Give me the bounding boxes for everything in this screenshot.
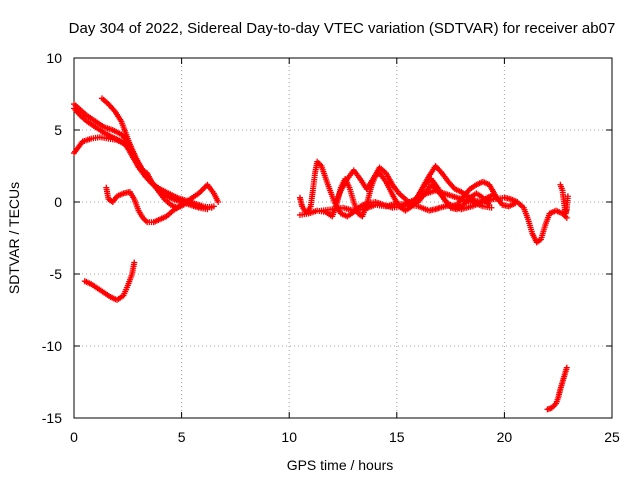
y-tick-label: -5 [50, 266, 63, 282]
data-series-arc-12 [557, 181, 571, 217]
x-tick-label: 20 [497, 429, 513, 445]
data-point-marker [490, 191, 497, 198]
data-points [71, 95, 571, 413]
data-point-marker [564, 193, 571, 200]
data-point-marker [563, 214, 570, 221]
y-tick-label: -10 [42, 338, 62, 354]
data-series-arc-10 [318, 194, 570, 246]
y-tick-label: 5 [54, 122, 62, 138]
data-point-marker [486, 201, 493, 208]
y-tick-label: 0 [54, 194, 62, 210]
x-tick-label: 15 [389, 429, 405, 445]
data-point-marker [210, 203, 217, 210]
chart-title: Day 304 of 2022, Sidereal Day-to-day VTE… [69, 20, 616, 37]
y-tick-label: 10 [46, 50, 62, 66]
data-point-marker [185, 197, 192, 204]
data-series-arc-5 [103, 184, 192, 226]
y-axis-label: SDTVAR / TECUs [6, 182, 22, 294]
data-point-marker [563, 364, 570, 371]
data-series-arc-13 [544, 364, 570, 413]
data-point-marker [215, 199, 222, 205]
data-point-marker [131, 259, 138, 266]
plot-frame [73, 57, 613, 419]
x-tick-label: 5 [178, 429, 186, 445]
data-series-arc-11 [413, 163, 497, 205]
x-axis-label: GPS time / hours [287, 457, 394, 473]
y-axis-ticks: -15 -10 -5 0 5 10 [42, 50, 612, 426]
x-tick-label: 10 [281, 429, 297, 445]
grid-lines [74, 58, 612, 418]
y-tick-label: -15 [42, 410, 62, 426]
x-tick-label: 0 [70, 429, 78, 445]
data-series-arc-6 [81, 259, 138, 303]
x-tick-label: 25 [604, 429, 620, 445]
